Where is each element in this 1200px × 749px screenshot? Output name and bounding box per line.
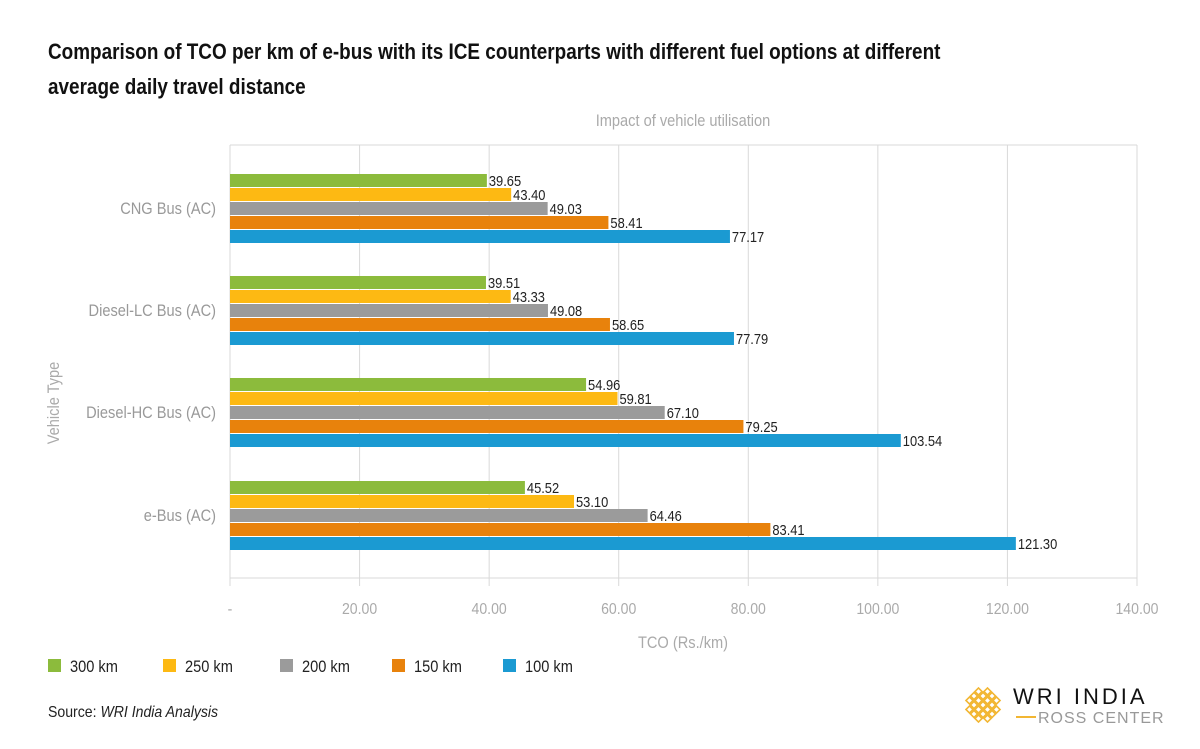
logo-knot-cell xyxy=(973,695,984,706)
logo-knot-cell xyxy=(973,713,984,724)
logo-knot-cell xyxy=(991,695,1002,706)
data-label: 39.51 xyxy=(488,274,520,291)
logo-knot-cell xyxy=(987,691,997,701)
legend-label: 200 km xyxy=(302,658,350,676)
legend-swatch xyxy=(280,659,293,672)
data-label: 53.10 xyxy=(576,493,608,510)
x-tick-label: 100.00 xyxy=(856,600,899,618)
bar-100km xyxy=(230,332,734,345)
data-label: 83.41 xyxy=(772,521,804,538)
data-label: 79.25 xyxy=(745,418,777,435)
data-label: 77.17 xyxy=(732,228,764,245)
x-tick-label: 20.00 xyxy=(342,600,377,618)
logo-knot-cell xyxy=(973,686,984,697)
data-label: 54.96 xyxy=(588,376,620,393)
logo-knot-cell xyxy=(991,704,1002,715)
logo-knot-cell xyxy=(964,704,975,715)
data-label: 59.81 xyxy=(619,390,651,407)
logo-knot-cell xyxy=(978,700,988,710)
x-tick-label: - xyxy=(228,600,233,618)
logo-line1: WRI INDIA xyxy=(1013,684,1148,709)
source-note: Source: WRI India Analysis xyxy=(48,704,218,722)
bar-100km xyxy=(230,434,901,447)
bar-100km xyxy=(230,230,730,243)
legend-swatch xyxy=(163,659,176,672)
legend-label: 250 km xyxy=(185,658,233,676)
legend-swatch xyxy=(392,659,405,672)
bar-300km xyxy=(230,378,587,391)
legend-label: 300 km xyxy=(70,658,118,676)
legend-label: 100 km xyxy=(525,658,573,676)
data-label: 64.46 xyxy=(650,507,682,524)
bar-150km xyxy=(230,523,771,536)
data-label: 67.10 xyxy=(667,404,699,421)
data-label: 58.41 xyxy=(610,214,642,231)
logo-knot-cell xyxy=(964,695,975,706)
bar-200km xyxy=(230,304,548,317)
data-label: 49.03 xyxy=(550,200,582,217)
source-value: WRI India Analysis xyxy=(100,704,219,721)
data-label: 77.79 xyxy=(736,330,768,347)
bar-150km xyxy=(230,420,744,433)
bar-200km xyxy=(230,509,648,522)
bar-200km xyxy=(230,202,548,215)
data-label: 103.54 xyxy=(903,432,943,449)
bar-250km xyxy=(230,392,618,405)
logo-knot-cell xyxy=(982,713,993,724)
bar-150km xyxy=(230,318,610,331)
logo-knot-cell xyxy=(987,700,997,710)
category-label: Diesel-LC Bus (AC) xyxy=(89,302,216,320)
logo-line2: ROSS CENTER xyxy=(1038,710,1165,727)
legend-label: 150 km xyxy=(414,658,462,676)
bar-150km xyxy=(230,216,609,229)
data-label: 43.33 xyxy=(513,288,545,305)
legend-swatch xyxy=(503,659,516,672)
bar-200km xyxy=(230,406,665,419)
x-axis-title: TCO (Rs./km) xyxy=(638,634,728,652)
wri-logo-icon xyxy=(964,686,1002,724)
data-label: 49.08 xyxy=(550,302,582,319)
bar-250km xyxy=(230,290,511,303)
bar-300km xyxy=(230,481,525,494)
logo-knot-cell xyxy=(982,686,993,697)
bar-250km xyxy=(230,188,512,201)
bar-300km xyxy=(230,276,486,289)
data-label: 45.52 xyxy=(527,479,559,496)
bar-100km xyxy=(230,537,1016,550)
logo-knot-cell xyxy=(969,691,979,701)
legend-swatch xyxy=(48,659,61,672)
x-tick-label: 80.00 xyxy=(731,600,766,618)
data-label: 43.40 xyxy=(513,186,545,203)
data-label: 121.30 xyxy=(1018,535,1058,552)
logo-knot-cell xyxy=(982,695,993,706)
data-label: 39.65 xyxy=(489,172,521,189)
x-tick-label: 140.00 xyxy=(1115,600,1158,618)
logo-knot-cell xyxy=(969,700,979,710)
category-label: CNG Bus (AC) xyxy=(120,200,216,218)
logo-knot-cell xyxy=(978,709,988,719)
logo-knot-cell xyxy=(969,709,979,719)
chart-title: Comparison of TCO per km of e-bus with i… xyxy=(48,39,941,99)
x-tick-label: 120.00 xyxy=(986,600,1029,618)
source-label: Source: xyxy=(48,704,97,721)
bar-250km xyxy=(230,495,575,508)
category-label: e-Bus (AC) xyxy=(144,507,216,525)
bar-300km xyxy=(230,174,487,187)
category-label: Diesel-HC Bus (AC) xyxy=(86,404,216,422)
logo-knot-cell xyxy=(982,704,993,715)
logo-knot-cell xyxy=(973,704,984,715)
logo-knot-cell xyxy=(987,709,997,719)
y-axis-title: Vehicle Type xyxy=(45,362,63,445)
data-label: 58.65 xyxy=(612,316,644,333)
chart-subtitle: Impact of vehicle utilisation xyxy=(596,112,771,130)
logo-knot-cell xyxy=(978,691,988,701)
x-tick-label: 60.00 xyxy=(601,600,636,618)
x-tick-label: 40.00 xyxy=(472,600,507,618)
